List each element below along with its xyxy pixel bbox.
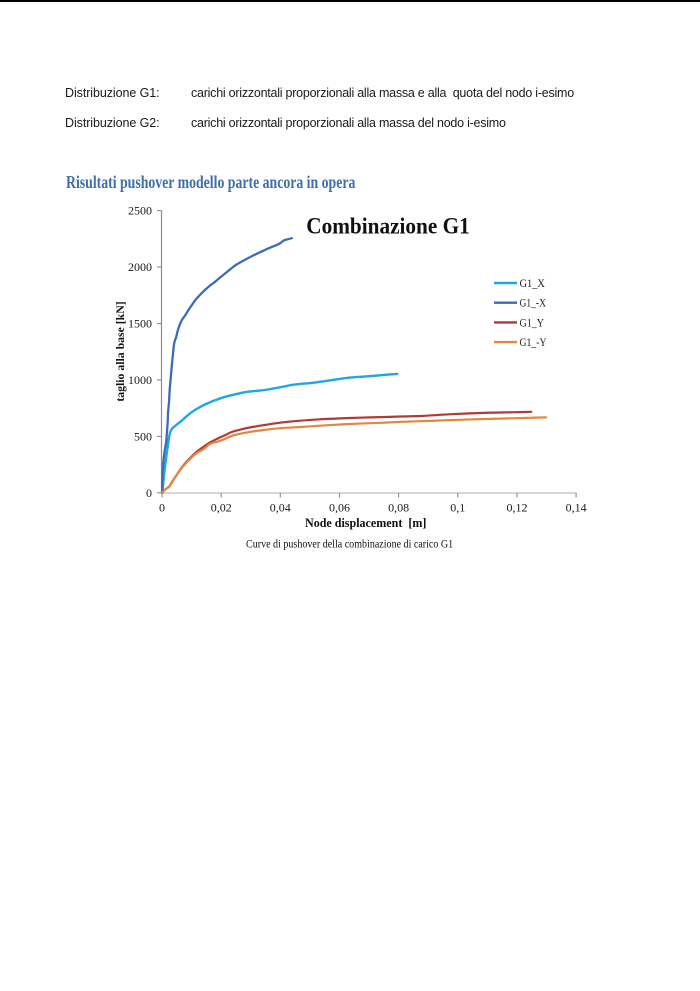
svg-text:0,06: 0,06: [329, 501, 350, 515]
svg-text:0,04: 0,04: [270, 501, 291, 515]
svg-text:G1_-X: G1_-X: [520, 298, 547, 310]
svg-text:1000: 1000: [128, 373, 152, 387]
svg-text:G1_-Y: G1_-Y: [520, 337, 548, 349]
svg-text:G1_Y: G1_Y: [520, 317, 545, 329]
svg-text:Combinazione G1: Combinazione G1: [306, 214, 470, 239]
svg-text:Curve di pushover della combin: Curve di pushover della combinazione di …: [246, 537, 453, 551]
svg-text:2000: 2000: [128, 260, 152, 274]
svg-text:2500: 2500: [128, 204, 152, 218]
svg-text:G1_X: G1_X: [520, 278, 546, 290]
svg-text:500: 500: [134, 429, 152, 443]
svg-text:taglio alla base [kN]: taglio alla base [kN]: [113, 301, 127, 401]
svg-text:1500: 1500: [128, 317, 152, 331]
svg-text:0,02: 0,02: [211, 501, 232, 515]
svg-text:Node displacement [m]: Node displacement [m]: [305, 516, 426, 530]
svg-text:0: 0: [159, 501, 165, 515]
svg-text:0: 0: [146, 486, 152, 500]
svg-text:0,14: 0,14: [566, 501, 587, 515]
svg-text:0,12: 0,12: [507, 501, 528, 515]
svg-text:0,1: 0,1: [450, 501, 465, 515]
svg-text:0,08: 0,08: [388, 501, 409, 515]
